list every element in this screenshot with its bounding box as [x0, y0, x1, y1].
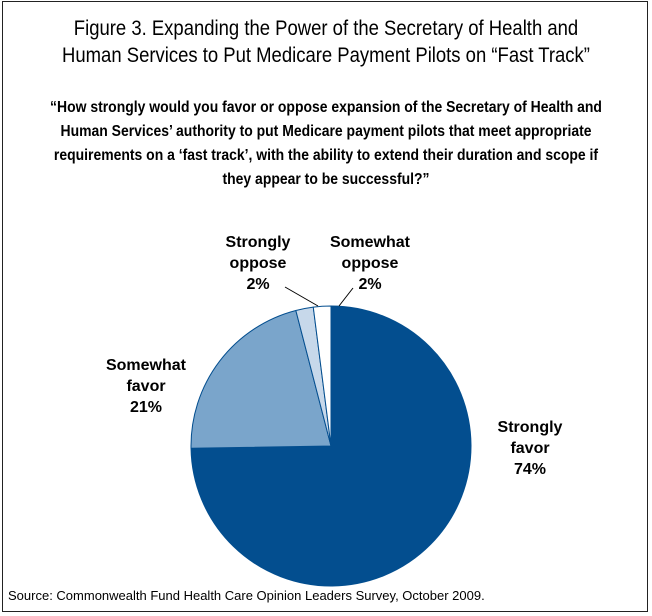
slice-label-strongly-oppose: Strongly oppose 2%	[226, 234, 291, 293]
pie-slice-strongly-favor	[190, 305, 472, 587]
slice-value: 2%	[358, 276, 381, 293]
slice-name: favor	[126, 378, 165, 395]
slice-name: Somewhat	[106, 357, 187, 374]
slice-name: favor	[510, 440, 549, 457]
slice-value: 74%	[514, 461, 546, 478]
leader-lines	[284, 286, 354, 307]
slice-name: oppose	[230, 255, 287, 272]
slice-label-somewhat-oppose: Somewhat oppose 2%	[330, 234, 411, 293]
pie-slices	[190, 305, 472, 587]
slice-label-strongly-favor: Strongly favor 74%	[498, 419, 563, 478]
slice-name: oppose	[342, 255, 399, 272]
leader-line-somewhat-oppose	[338, 287, 354, 307]
pie-slice-somewhat-favor	[190, 309, 332, 449]
slice-name: Strongly	[498, 419, 563, 436]
slice-labels: Strongly favor 74% Somewhat favor 21% Strongly…	[106, 234, 563, 478]
survey-question: “How strongly would you favor or oppose …	[50, 99, 602, 188]
slice-name: Strongly	[226, 234, 291, 251]
chart-title: Figure 3. Expanding the Power of the Sec…	[62, 17, 590, 67]
leader-line-strongly-oppose	[284, 286, 319, 307]
slice-value: 21%	[130, 399, 162, 416]
source-note: Source: Commonwealth Fund Health Care Op…	[8, 588, 489, 603]
pie-slice-somewhat-oppose	[312, 305, 332, 447]
slice-label-somewhat-favor: Somewhat favor 21%	[106, 357, 187, 416]
slice-value: 2%	[246, 276, 269, 293]
slice-name: Somewhat	[330, 234, 411, 251]
